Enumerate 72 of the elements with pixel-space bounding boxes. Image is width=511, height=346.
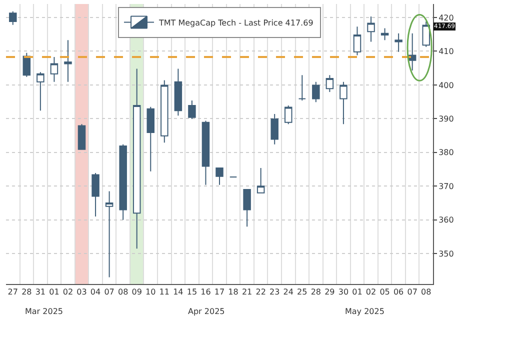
y-tick-label: 350 (438, 249, 454, 258)
x-tick-label: 07 (407, 288, 418, 297)
candlestick (132, 68, 141, 250)
x-tick-label: 28 (310, 288, 322, 297)
x-tick-label: 25 (297, 288, 308, 297)
candlestick (380, 28, 389, 41)
candlestick (119, 144, 127, 220)
x-tick-label: 10 (146, 288, 156, 297)
x-tick-label: 29 (324, 288, 335, 297)
x-tick-label: 17 (214, 288, 225, 297)
candlestick (174, 68, 182, 116)
x-tick-label: 18 (228, 288, 238, 297)
candlestick (340, 81, 348, 125)
text: Mar 2025 (25, 307, 63, 316)
legend-label: TMT MegaCap Tech - Last Price 417.69 (158, 18, 314, 28)
candlestick (105, 190, 114, 278)
y-tick-label: 420 (438, 13, 454, 22)
x-tick-label: 07 (104, 288, 114, 297)
candlestick (284, 105, 292, 125)
candlestick (64, 40, 72, 82)
candlestick (50, 56, 58, 82)
x-tick-label: 01 (352, 288, 362, 297)
candlestick (160, 80, 168, 144)
candlestick (353, 26, 362, 56)
candlestick (270, 113, 278, 145)
x-tick-label: 02 (62, 288, 74, 297)
y-tick-label: 380 (438, 148, 454, 158)
candlestick (202, 120, 210, 186)
candlestick (243, 189, 251, 228)
text: May 2025 (345, 307, 384, 316)
candlestick (36, 72, 44, 112)
y-tick-label: 360 (438, 216, 454, 225)
x-tick-label: 23 (270, 288, 280, 297)
candlestick (394, 32, 402, 52)
candlestick (408, 32, 416, 71)
x-tick-label: 01 (49, 288, 60, 297)
candlestick (367, 16, 375, 42)
x-tick-label: 08 (118, 288, 128, 297)
candlestick (9, 10, 17, 26)
x-tick-label: 15 (186, 288, 198, 297)
x-tick-label: 30 (338, 288, 349, 297)
candlestick (188, 100, 196, 120)
y-tick-label: 400 (438, 80, 454, 90)
candlestick (92, 172, 100, 218)
x-tick-label: 14 (173, 288, 184, 297)
x-tick-label: 08 (421, 288, 432, 297)
x-tick-label: 06 (393, 288, 404, 297)
x-tick-label: 22 (256, 288, 266, 297)
x-tick-label: 24 (283, 288, 294, 297)
x-tick-label: 11 (159, 288, 170, 297)
candlestick (326, 74, 334, 93)
y-tick-label: 390 (438, 114, 454, 124)
x-tick-label: 02 (366, 288, 376, 297)
y-tick-label: 410 (438, 47, 454, 56)
x-tick-label: 16 (200, 288, 211, 297)
candlestick (146, 106, 154, 172)
y-tick-label: 370 (438, 182, 454, 191)
x-tick-label: 05 (380, 288, 390, 297)
candlestick (298, 74, 306, 101)
x-tick-label: 28 (22, 288, 32, 297)
candlestick (78, 124, 86, 150)
candlestick (256, 167, 265, 194)
x-tick-label: 09 (132, 288, 142, 297)
candlestick (216, 167, 224, 186)
x-tick-label: 27 (8, 288, 18, 297)
candlestick (312, 81, 320, 103)
x-tick-label: 04 (90, 288, 101, 297)
x-tick-label: 21 (242, 288, 252, 297)
candlestick (422, 21, 430, 48)
text: Apr 2025 (188, 307, 225, 316)
x-tick-label: 31 (35, 288, 46, 297)
x-tick-label: 03 (76, 288, 87, 297)
